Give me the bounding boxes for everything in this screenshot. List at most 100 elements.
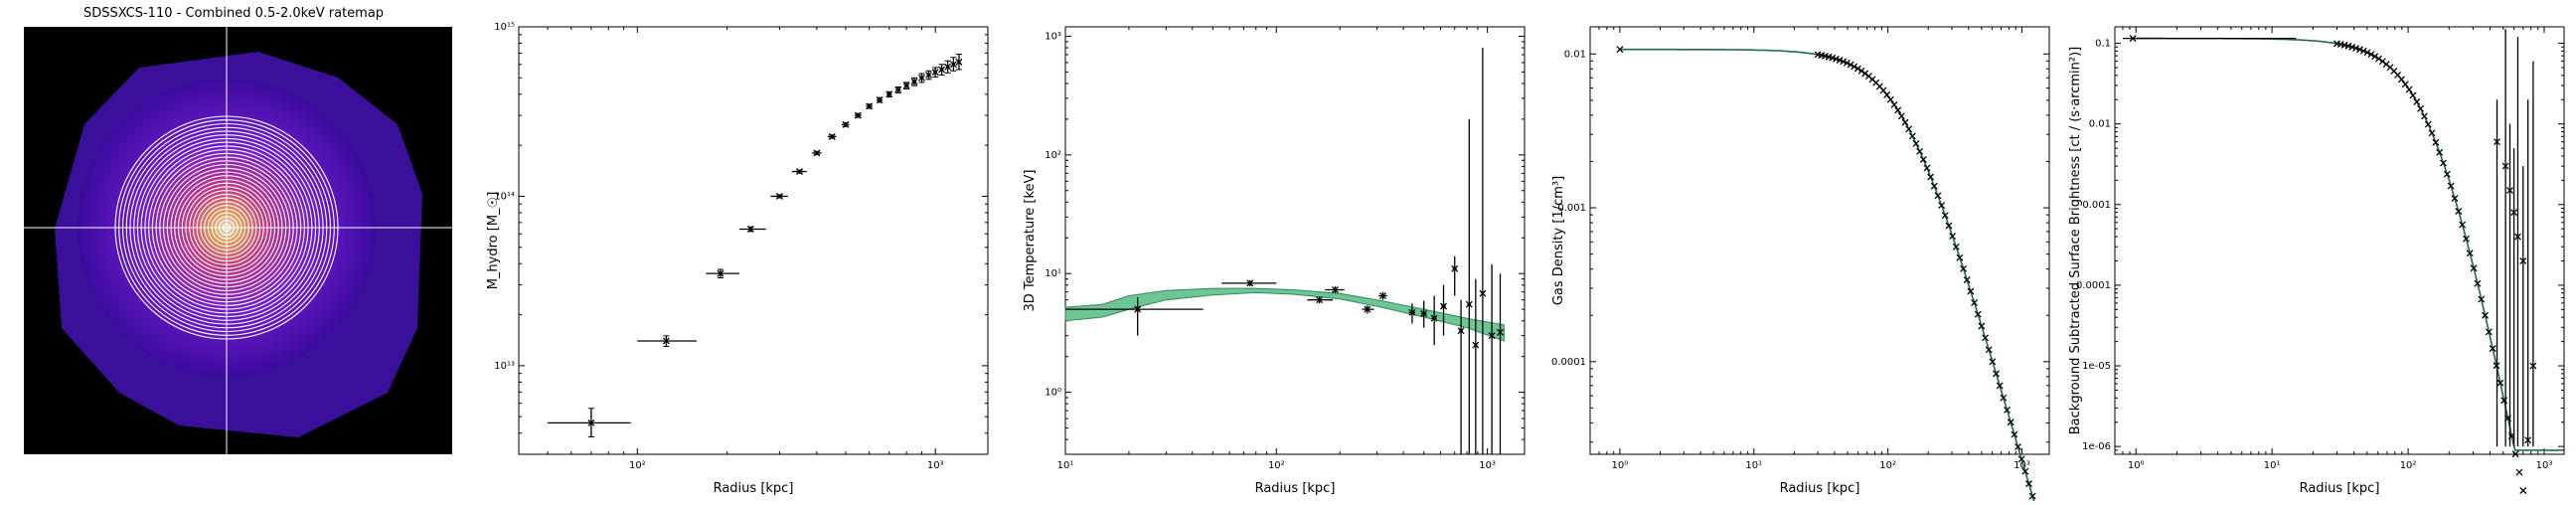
data-point [1883,90,1891,98]
x-marker [813,149,821,157]
x-marker [1982,334,1990,342]
data-point [1905,125,1913,133]
x-marker [931,69,939,77]
data-point [866,102,874,110]
x-marker [2371,53,2379,61]
x-marker [1451,264,1459,272]
data-point [2405,85,2413,93]
temperature-profile-chart: 10¹ 10² 10³ 10⁰ 10¹ 10² 10³ Radius [kpc] 3D Temp… [1023,26,1526,496]
x-tick-label: 10³ [2536,460,2553,471]
temperature-profile-panel: 10¹ 10² 10³ 10⁰ 10¹ 10² 10³ Radius [kpc] 3D Temp… [1004,0,1540,501]
data-point [2478,295,2486,303]
data-point [2494,99,2500,447]
data-point [1985,346,1993,354]
data-point [827,132,837,140]
y-tick-label: 0.0001 [1551,357,1586,368]
x-axis-label: Radius [kpc] [1780,481,1860,496]
x-tick-label: 10⁰ [2128,460,2145,471]
x-marker [854,111,862,119]
x-marker [1927,173,1935,181]
data-point [548,408,631,438]
x-marker [1836,57,1844,64]
data-point [1960,264,1968,272]
plot-frame [518,26,989,455]
data-point [2397,76,2405,84]
data-point [1362,305,1374,314]
data-point [876,96,884,104]
data-point [1465,118,1473,454]
data-point [1934,192,1942,200]
y-tick-label: 10² [1045,150,1061,161]
data-point [2482,311,2490,319]
x-axis-label: Radius [kpc] [714,481,794,496]
data-point [1996,382,2004,390]
data-point [949,57,957,72]
x-marker [1971,299,1979,307]
x-marker [2004,406,2011,414]
x-marker [2524,436,2532,444]
x-marker [1364,305,1371,313]
data-point [2424,120,2432,128]
data-point [2506,123,2513,447]
x-marker [1616,46,1624,54]
data-point [2021,467,2029,475]
data-point [1847,61,1854,69]
data-point [2466,250,2474,257]
data-point [1901,118,1909,126]
data-point [2462,235,2470,243]
data-point [2432,138,2440,146]
x-marker [894,85,902,93]
temperature-uncertainty-band [1064,287,1505,342]
x-marker [2397,76,2405,84]
data-point [2359,47,2367,55]
data-point [2352,44,2360,52]
data-point [791,168,807,175]
x-marker [1993,370,2000,378]
data-point [2451,195,2459,202]
data-point [1853,65,1861,73]
x-marker [717,269,724,277]
data-point [2004,406,2011,414]
data-point [1894,106,1902,114]
x-marker [2510,209,2518,217]
y-tick-label: 10⁰ [1045,388,1061,399]
data-point [910,77,918,86]
x-marker [1996,382,2004,390]
data-point [1945,222,1953,230]
x-marker [2375,55,2382,63]
data-point [2447,182,2455,190]
data-point [1378,291,1387,300]
x-marker [2459,221,2467,229]
x-tick-label: 10¹ [2264,460,2281,471]
x-marker [1886,95,1894,103]
data-point [2519,487,2527,494]
data-point [1949,233,1957,240]
data-point [1836,57,1844,64]
data-point [1472,278,1480,454]
data-point [2007,419,2014,426]
x-marker [886,90,893,98]
data-point [2470,264,2478,272]
x-marker [2496,379,2504,387]
density-profile-chart: 10⁰ 10¹ 10² 10³ 0.01 0.001 0.0001 Radius [kpc] G… [1551,26,2050,505]
data-point [2122,35,2297,43]
y-tick-label: 0.1 [2095,39,2111,50]
x-marker [1905,125,1913,133]
x-marker [2511,450,2519,458]
x-marker [876,96,884,104]
x-tick-label: 10² [1879,460,1896,471]
data-point [1408,303,1416,324]
data-point [1912,139,1920,147]
data-point [1982,334,1990,342]
x-marker [1420,310,1428,317]
data-point [2443,170,2451,178]
x-marker [1952,243,1960,251]
plot-frame [1064,26,1526,455]
data-point [1307,296,1334,304]
x-marker [2485,328,2493,336]
y-tick-label: 1e-06 [2082,441,2111,452]
x-marker [796,168,803,175]
x-marker [1840,58,1848,66]
x-tick-label: 10⁰ [1612,460,1629,471]
x-marker [2348,43,2356,51]
